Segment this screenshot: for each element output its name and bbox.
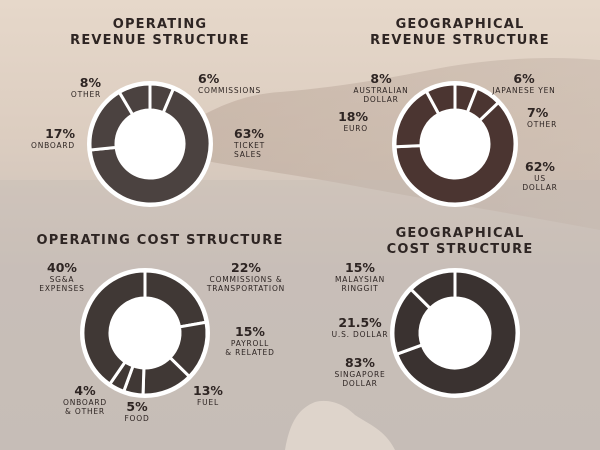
- label-commissions-transportation: 22% COMMISSIONS & TRANSPORTATION: [196, 260, 296, 294]
- label-text-2: DOLLAR: [342, 379, 378, 388]
- title-line-1: GEOGRAPHICAL: [395, 226, 525, 241]
- label-euro: 18% EURO: [338, 109, 368, 134]
- label-onboard: 17% ONBOARD: [30, 126, 75, 151]
- label-text: ONBOARD: [30, 141, 75, 150]
- label-sga-expenses: 40% SG&A EXPENSES: [27, 260, 97, 294]
- label-text: AUSTRALIAN: [353, 86, 409, 95]
- geographical-revenue-title: GEOGRAPHICAL REVENUE STRUCTURE: [360, 17, 560, 49]
- label-fuel: 13% FUEL: [183, 383, 233, 408]
- label-other: 8% OTHER: [70, 75, 101, 100]
- operating-cost-title: OPERATING COST STRUCTURE: [30, 233, 290, 249]
- label-pct: 40%: [47, 260, 77, 275]
- label-malaysian-ringgit: 15% MALAYSIAN RINGGIT: [320, 260, 400, 294]
- label-pct: 15%: [345, 260, 375, 275]
- label-us-dollar-cost: 21.5% U.S. DOLLAR: [320, 315, 400, 340]
- operating-revenue-title: OPERATING REVENUE STRUCTURE: [60, 17, 260, 49]
- label-pct: 18%: [338, 109, 368, 124]
- label-text: U.S. DOLLAR: [331, 330, 389, 339]
- donut-hole-ring: [110, 298, 180, 368]
- label-pct: 7%: [527, 105, 549, 120]
- title-line-1: OPERATING COST STRUCTURE: [36, 233, 284, 248]
- label-text: JAPANESE YEN: [492, 86, 556, 95]
- label-text: OTHER: [70, 90, 101, 99]
- label-text: COMMISSIONS &: [209, 275, 283, 284]
- label-pct: 15%: [235, 324, 265, 339]
- title-line-1: OPERATING: [112, 17, 208, 32]
- label-text: MALAYSIAN: [335, 275, 385, 284]
- label-pct: 4%: [74, 383, 96, 398]
- title-line-2: REVENUE STRUCTURE: [70, 33, 250, 48]
- label-food: 5% FOOD: [117, 399, 157, 424]
- title-line-2: COST STRUCTURE: [386, 242, 534, 257]
- label-pct: 5%: [126, 399, 148, 414]
- donut-hole-ring: [420, 298, 490, 368]
- label-singapore-dollar: 83% SINGAPORE DOLLAR: [318, 355, 402, 389]
- label-pct: 13%: [193, 383, 223, 398]
- label-us-dollar: 62% US DOLLAR: [515, 159, 565, 193]
- label-ticket-sales: 63% TICKET SALES: [234, 126, 266, 160]
- label-pct: 8%: [370, 71, 392, 86]
- label-text: PAYROLL: [230, 339, 270, 348]
- label-pct: 6%: [198, 71, 220, 86]
- label-text-2: TRANSPORTATION: [206, 284, 286, 293]
- label-text: COMMISSIONS: [198, 86, 262, 95]
- label-japanese-yen: 6% JAPANESE YEN: [484, 71, 564, 96]
- label-text: FUEL: [197, 398, 219, 407]
- label-onboard-other: 4% ONBOARD & OTHER: [50, 383, 120, 417]
- label-pct: 63%: [234, 126, 264, 141]
- label-text: EURO: [343, 124, 368, 133]
- label-commissions: 6% COMMISSIONS: [198, 71, 262, 96]
- label-pct: 6%: [513, 71, 535, 86]
- label-pct: 83%: [345, 355, 375, 370]
- label-text-2: & OTHER: [65, 407, 105, 416]
- label-text: US: [534, 174, 546, 183]
- label-text-2: DOLLAR: [522, 183, 558, 192]
- label-text: SG&A: [49, 275, 75, 284]
- label-text: TICKET: [234, 141, 266, 150]
- label-text-2: RINGGIT: [341, 284, 379, 293]
- label-text: FOOD: [124, 414, 150, 423]
- label-pct: 22%: [231, 260, 261, 275]
- label-text-2: SALES: [234, 150, 262, 159]
- label-pct: 17%: [45, 126, 75, 141]
- title-line-2: REVENUE STRUCTURE: [370, 33, 550, 48]
- label-payroll-related: 15% PAYROLL & RELATED: [210, 324, 290, 358]
- label-pct: 8%: [79, 75, 101, 90]
- label-text-2: DOLLAR: [363, 95, 399, 104]
- label-text-2: & RELATED: [225, 348, 275, 357]
- label-australian-dollar: 8% AUSTRALIAN DOLLAR: [346, 71, 416, 105]
- geographical-cost-title: GEOGRAPHICAL COST STRUCTURE: [360, 226, 560, 258]
- label-text: ONBOARD: [62, 398, 107, 407]
- label-text-2: EXPENSES: [39, 284, 85, 293]
- label-other-geo: 7% OTHER: [527, 105, 558, 130]
- label-text: OTHER: [527, 120, 558, 129]
- title-line-1: GEOGRAPHICAL: [395, 17, 525, 32]
- donut-hole-ring: [421, 110, 489, 178]
- donut-hole-ring: [116, 110, 184, 178]
- label-pct: 62%: [525, 159, 555, 174]
- label-text: SINGAPORE: [334, 370, 386, 379]
- label-pct: 21.5%: [338, 315, 382, 330]
